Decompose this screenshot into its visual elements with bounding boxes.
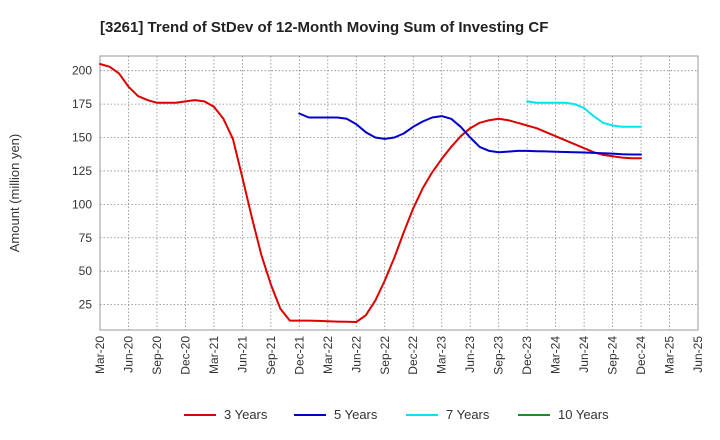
y-tick-label: 100 bbox=[72, 197, 92, 211]
x-tick-label: Dec-20 bbox=[178, 336, 192, 375]
x-tick-label: Jun-23 bbox=[463, 336, 477, 373]
x-tick-label: Sep-24 bbox=[606, 336, 620, 375]
x-tick-label: Mar-20 bbox=[93, 336, 107, 374]
y-tick-label: 125 bbox=[72, 164, 92, 178]
x-tick-label: Sep-21 bbox=[264, 336, 278, 375]
x-tick-label: Dec-23 bbox=[520, 336, 534, 375]
y-tick-label: 25 bbox=[79, 298, 93, 312]
y-tick-label: 200 bbox=[72, 64, 92, 78]
y-axis-label: Amount (million yen) bbox=[7, 134, 22, 253]
x-tick-label: Mar-24 bbox=[549, 336, 563, 374]
x-tick-label: Sep-22 bbox=[378, 336, 392, 375]
x-tick-label: Jun-24 bbox=[577, 336, 591, 373]
chart-title: [3261] Trend of StDev of 12-Month Moving… bbox=[100, 19, 548, 36]
x-tick-label: Jun-20 bbox=[121, 336, 135, 373]
x-tick-labels: Mar-20 Jun-20 Sep-20 Dec-20 Mar-21 Jun-21 Sep-… bbox=[93, 336, 705, 375]
y-tick-labels: 25 50 75 100 125 150 175 200 bbox=[72, 64, 92, 312]
y-tick-label: 150 bbox=[72, 131, 92, 145]
x-tick-label: Jun-21 bbox=[235, 336, 249, 373]
x-tick-label: Mar-22 bbox=[321, 336, 335, 374]
legend: 3 Years 5 Years 7 Years 10 Years bbox=[184, 407, 609, 422]
x-tick-label: Mar-25 bbox=[663, 336, 677, 374]
x-tick-label: Dec-24 bbox=[634, 336, 648, 375]
x-tick-label: Dec-22 bbox=[406, 336, 420, 375]
y-tick-label: 50 bbox=[79, 264, 93, 278]
x-tick-label: Mar-21 bbox=[207, 336, 221, 374]
x-tick-label: Sep-20 bbox=[150, 336, 164, 375]
series-line-7-years bbox=[526, 100, 642, 128]
x-tick-label: Jun-25 bbox=[691, 336, 705, 373]
x-tick-label: Sep-23 bbox=[492, 336, 506, 375]
x-tick-label: Dec-21 bbox=[292, 336, 306, 375]
legend-label: 5 Years bbox=[334, 407, 378, 422]
legend-label: 3 Years bbox=[224, 407, 268, 422]
legend-label: 10 Years bbox=[558, 407, 609, 422]
x-tick-label: Jun-22 bbox=[349, 336, 363, 373]
legend-label: 7 Years bbox=[446, 407, 490, 422]
plot-area bbox=[99, 55, 699, 331]
series-line-3-years bbox=[99, 63, 642, 323]
y-tick-label: 75 bbox=[79, 231, 93, 245]
y-tick-label: 175 bbox=[72, 97, 92, 111]
x-tick-label: Mar-23 bbox=[435, 336, 449, 374]
series-line-5-years bbox=[298, 112, 642, 156]
series-lines bbox=[99, 63, 642, 323]
